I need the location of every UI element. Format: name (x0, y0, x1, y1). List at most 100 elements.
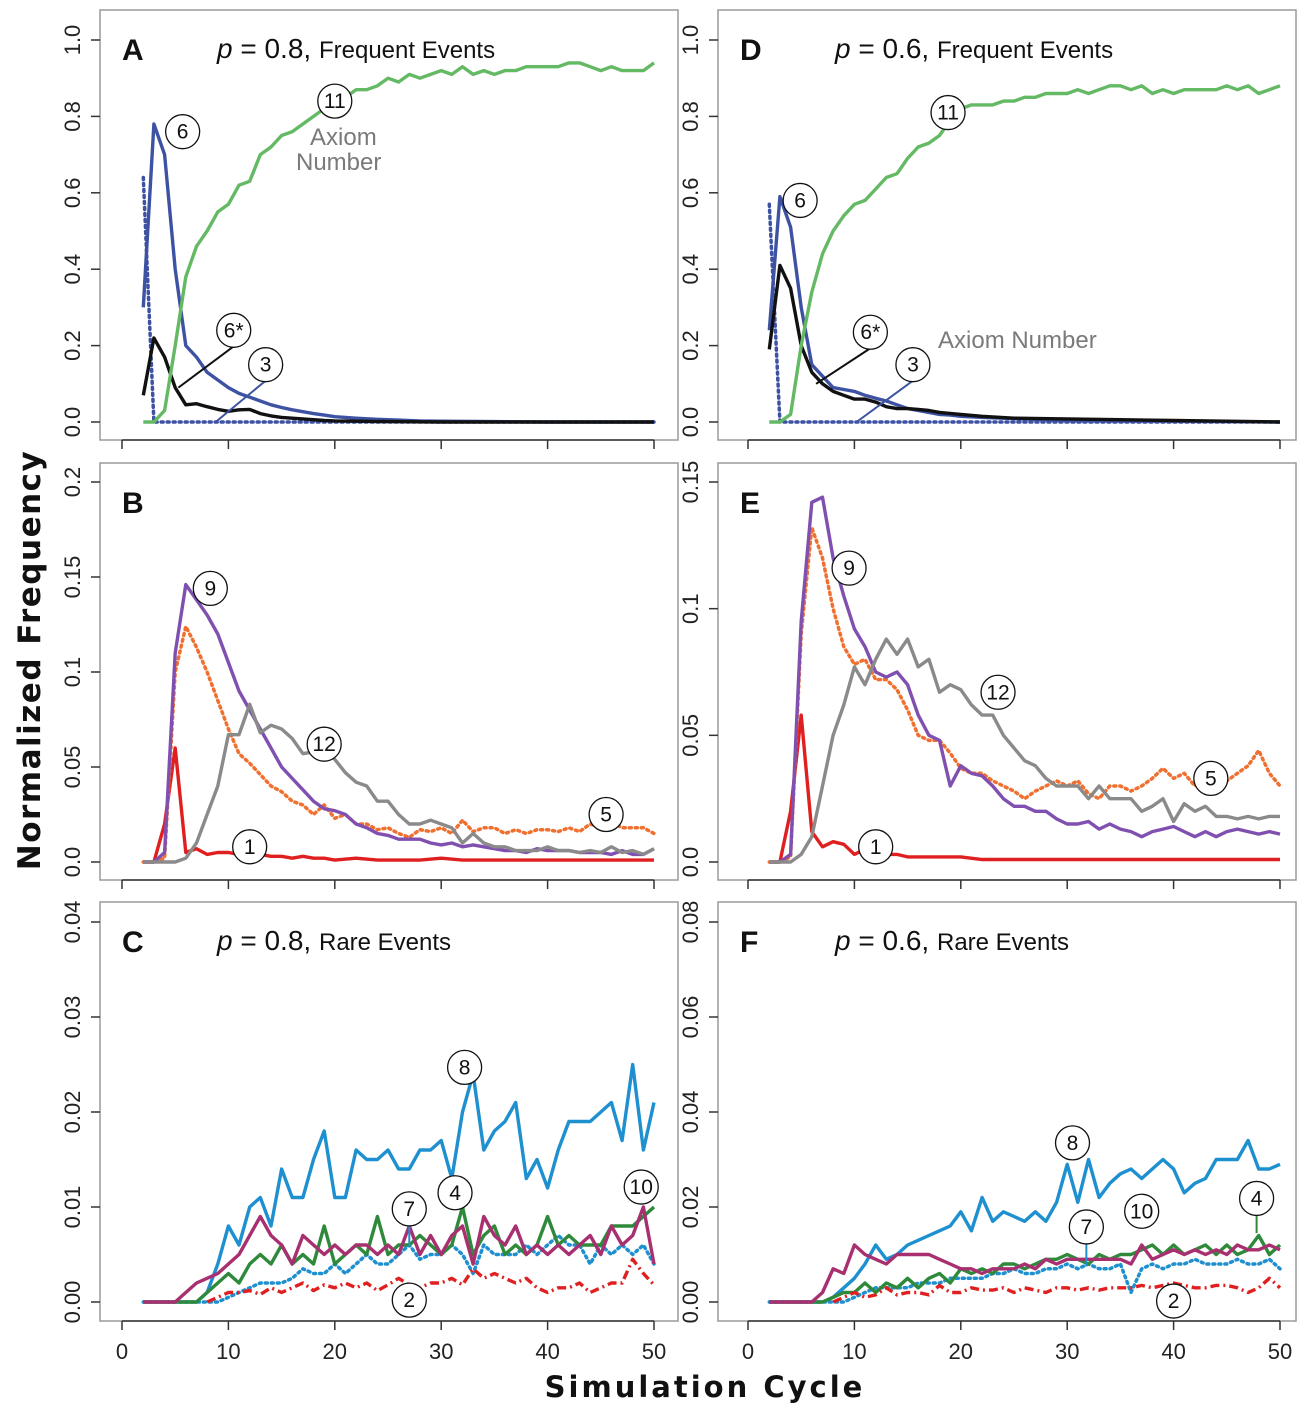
y-tick-label: 0.0 (60, 407, 85, 438)
y-tick-label: 1.0 (678, 25, 703, 56)
svg-text:6: 6 (177, 121, 189, 144)
y-tick-label: 0.05 (678, 714, 703, 757)
svg-text:11: 11 (937, 102, 959, 125)
x-tick-label: 0 (116, 1339, 128, 1364)
panel-title: p = 0.6, Rare Events (834, 925, 1069, 956)
series-label-4: 4 (1238, 1180, 1275, 1217)
series-line-5 (767, 525, 1282, 864)
series-line-9 (143, 582, 655, 864)
panel-frame (717, 462, 1297, 881)
series-label-1: 1 (232, 829, 268, 865)
panel-frame (717, 9, 1297, 441)
y-tick-label: 0.04 (678, 1091, 703, 1134)
svg-text:6*: 6* (224, 319, 244, 342)
svg-text:9: 9 (204, 577, 216, 600)
series-label-9: 9 (831, 550, 867, 586)
panel-letter: C (122, 926, 144, 959)
y-tick-label: 0.8 (678, 101, 703, 132)
svg-text:11: 11 (324, 90, 346, 113)
y-tick-label: 1.0 (60, 25, 85, 56)
series-label-1: 1 (858, 829, 894, 865)
panel-letter: B (122, 487, 144, 520)
series-label-12: 12 (306, 726, 342, 762)
x-tick-label: 20 (949, 1339, 973, 1364)
series-line-10 (143, 1205, 656, 1304)
svg-text:1: 1 (870, 836, 882, 859)
y-tick-label: 0.1 (678, 593, 703, 624)
svg-text:8: 8 (1067, 1132, 1079, 1155)
series-line-6dotted (767, 202, 1282, 424)
series-line-11 (143, 61, 655, 424)
x-tick-label: 50 (642, 1339, 666, 1364)
series-line-6dotted (141, 175, 656, 424)
svg-text:6*: 6* (860, 321, 880, 344)
series-line-7 (767, 1257, 1282, 1304)
series-label-11: 11 (930, 94, 966, 131)
x-tick-label: 40 (535, 1339, 559, 1364)
series-label-2: 2 (391, 1282, 427, 1318)
y-tick-label: 0.02 (678, 1186, 703, 1229)
series-label-8: 8 (1054, 1125, 1091, 1161)
series-label-6: 6 (164, 114, 201, 150)
x-tick-label: 10 (842, 1339, 866, 1364)
panel-frame (99, 9, 679, 441)
series-label-5: 5 (1193, 760, 1229, 797)
y-tick-label: 0.1 (60, 657, 85, 688)
y-tick-label: 0.0 (60, 847, 85, 878)
x-tick-label: 30 (1055, 1339, 1079, 1364)
label-leader (177, 345, 235, 389)
svg-text:10: 10 (1130, 1200, 1153, 1223)
series-label-8: 8 (446, 1049, 483, 1085)
panel-title: p = 0.8, Frequent Events (216, 33, 495, 64)
y-tick-label: 0.15 (678, 461, 703, 504)
svg-text:7: 7 (403, 1198, 415, 1221)
label-leader (214, 379, 267, 423)
series-line-6star (767, 263, 1281, 424)
svg-text:1: 1 (244, 836, 256, 859)
series-label-7: 7 (1068, 1209, 1105, 1245)
panel-letter: A (122, 34, 144, 67)
svg-text:2: 2 (1168, 1290, 1180, 1313)
svg-text:2: 2 (403, 1289, 415, 1312)
svg-text:5: 5 (600, 804, 612, 827)
y-tick-label: 0.03 (60, 996, 85, 1039)
series-label-3: 3 (895, 347, 931, 383)
x-axis-title: Simulation Cycle (545, 1370, 866, 1404)
label-leader (815, 347, 871, 385)
y-tick-label: 0.04 (60, 901, 85, 944)
series-label-3: 3 (247, 347, 284, 383)
series-line-12 (769, 637, 1280, 864)
svg-text:4: 4 (1251, 1187, 1263, 1210)
svg-text:4: 4 (449, 1182, 461, 1205)
series-line-2 (832, 1276, 1282, 1304)
panel-letter: D (740, 34, 762, 67)
series-line-10 (769, 1243, 1281, 1304)
y-tick-label: 0.6 (60, 178, 85, 209)
x-tick-label: 40 (1161, 1339, 1185, 1364)
panel-letter: F (740, 926, 758, 959)
x-tick-label: 30 (429, 1339, 453, 1364)
y-tick-label: 0.8 (60, 101, 85, 132)
y-tick-label: 0.2 (678, 330, 703, 361)
series-label-6: 6 (782, 182, 818, 219)
series-line-8 (769, 1138, 1281, 1304)
y-tick-label: 0.01 (60, 1186, 85, 1229)
series-label-9: 9 (192, 570, 228, 607)
x-tick-label: 10 (216, 1339, 240, 1364)
series-label-5: 5 (588, 796, 624, 833)
series-label-6star: 6* (216, 312, 252, 348)
series-line-5 (141, 624, 656, 864)
y-tick-label: 0.06 (678, 996, 703, 1039)
svg-text:9: 9 (843, 557, 855, 580)
series-line-6star (141, 336, 654, 424)
panel-frame (717, 901, 1297, 1322)
y-tick-label: 0.00 (60, 1281, 85, 1324)
y-tick-label: 0.02 (60, 1091, 85, 1134)
y-tick-label: 0.05 (60, 746, 85, 789)
y-tick-label: 0.4 (60, 254, 85, 285)
